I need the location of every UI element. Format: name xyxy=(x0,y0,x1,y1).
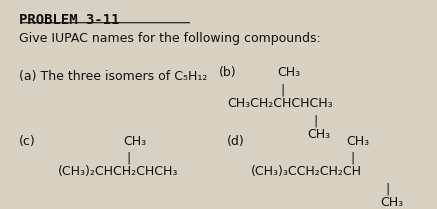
Text: CH₃: CH₃ xyxy=(381,196,404,209)
Text: |: | xyxy=(350,152,355,165)
Text: CH₃: CH₃ xyxy=(308,128,331,141)
Text: (c): (c) xyxy=(19,135,35,148)
Text: |: | xyxy=(313,114,317,127)
Text: |: | xyxy=(281,83,285,96)
Text: (b): (b) xyxy=(218,66,236,79)
Text: (CH₃)₂CHCH₂CHCH₃: (CH₃)₂CHCH₂CHCH₃ xyxy=(58,165,178,178)
Text: PROBLEM 3-11: PROBLEM 3-11 xyxy=(19,13,119,27)
Text: |: | xyxy=(386,182,390,195)
Text: Give IUPAC names for the following compounds:: Give IUPAC names for the following compo… xyxy=(19,32,320,45)
Text: CH₃CH₂CHCHCH₃: CH₃CH₂CHCHCH₃ xyxy=(227,97,333,110)
Text: CH₃: CH₃ xyxy=(123,135,146,148)
Text: |: | xyxy=(126,152,131,165)
Text: (CH₃)₃CCH₂CH₂CH: (CH₃)₃CCH₂CH₂CH xyxy=(251,165,362,178)
Text: (a) The three isomers of C₅H₁₂: (a) The three isomers of C₅H₁₂ xyxy=(19,70,207,83)
Text: CH₃: CH₃ xyxy=(277,66,300,79)
Text: CH₃: CH₃ xyxy=(347,135,370,148)
Text: (d): (d) xyxy=(227,135,245,148)
